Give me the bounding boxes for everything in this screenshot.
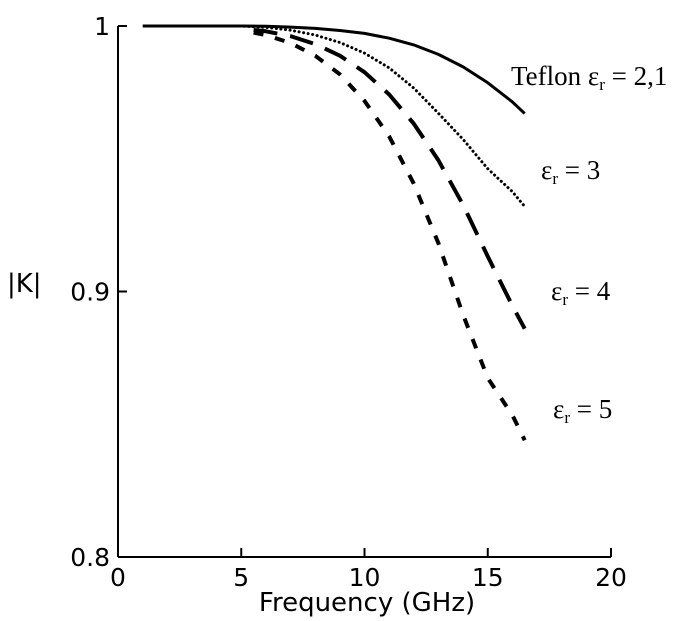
y-tick-label: 0.9 bbox=[70, 278, 110, 307]
series-label-value: = 4 bbox=[568, 276, 611, 306]
series-line-2 bbox=[215, 24, 527, 208]
series-label-value: = 5 bbox=[570, 394, 612, 424]
series-label-subscript: r bbox=[552, 169, 558, 188]
series-line-1 bbox=[142, 24, 526, 115]
y-axis-title: |K| bbox=[7, 269, 42, 299]
series-label-1: Teflon εr = 2,1 bbox=[511, 61, 667, 94]
y-tick-label: 0.8 bbox=[70, 543, 110, 572]
series-line-3 bbox=[253, 28, 527, 330]
epsilon-symbol: ε bbox=[551, 276, 562, 306]
series-label-value: = 2,1 bbox=[605, 61, 667, 91]
series-label-subscript: r bbox=[562, 290, 568, 309]
series-label-subscript: r bbox=[564, 408, 570, 427]
x-tick-label: 5 bbox=[233, 563, 249, 592]
x-tick-label: 20 bbox=[595, 563, 627, 592]
series-layer bbox=[142, 24, 527, 442]
series-annotations: Teflon εr = 2,1εr = 3εr = 4εr = 5 bbox=[511, 61, 667, 427]
x-tick-label: 0 bbox=[110, 563, 126, 592]
series-label-prefix: Teflon bbox=[511, 61, 588, 91]
series-label-2: εr = 3 bbox=[541, 155, 600, 188]
y-ticks: 0.8 0.9 1 bbox=[70, 12, 127, 572]
series-label-value: = 3 bbox=[558, 155, 600, 185]
x-tick-label: 15 bbox=[472, 563, 504, 592]
x-axis-title: Frequency (GHz) bbox=[259, 588, 475, 618]
series-label-subscript: r bbox=[599, 75, 605, 94]
x-tick-label: 10 bbox=[349, 563, 381, 592]
axes bbox=[117, 26, 611, 558]
epsilon-symbol: ε bbox=[588, 61, 599, 91]
x-ticks: 0 5 10 15 20 bbox=[110, 548, 627, 592]
series-label-4: εr = 5 bbox=[553, 394, 612, 427]
epsilon-symbol: ε bbox=[541, 155, 552, 185]
series-line-4 bbox=[253, 30, 527, 442]
epsilon-symbol: ε bbox=[553, 394, 564, 424]
series-label-3: εr = 4 bbox=[551, 276, 611, 309]
y-tick-label: 1 bbox=[94, 12, 110, 41]
